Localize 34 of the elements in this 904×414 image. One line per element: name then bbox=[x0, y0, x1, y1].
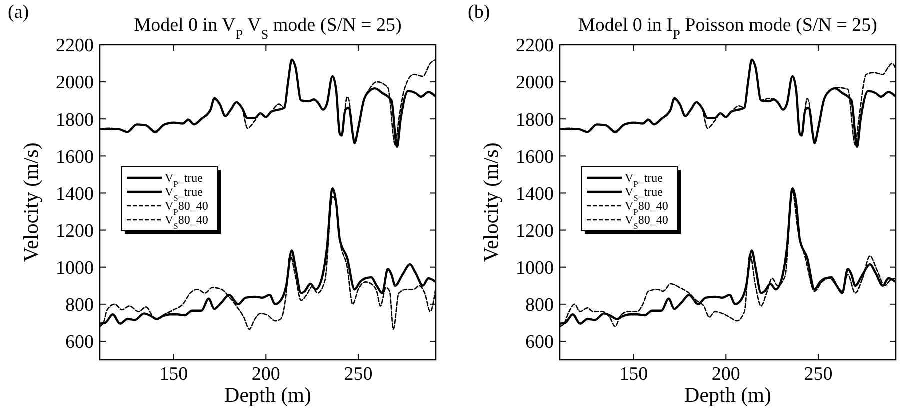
chart-title: Model 0 in I$_{P}$ Poisson mode (S/N = 25) bbox=[578, 15, 878, 42]
legend-label: V$_{S}$80_40 bbox=[625, 213, 668, 231]
x-axis-title: Depth (m) bbox=[224, 383, 312, 407]
y-tick-label: 2200 bbox=[516, 36, 554, 57]
y-tick-label: 1200 bbox=[516, 220, 554, 242]
y-tick-label: 800 bbox=[66, 295, 94, 316]
y-tick-label: 600 bbox=[526, 332, 554, 354]
y-tick-label: 600 bbox=[66, 332, 94, 354]
x-tick-label: 200 bbox=[712, 364, 740, 385]
x-tick-label: 200 bbox=[252, 364, 280, 385]
y-tick-label: 2000 bbox=[56, 72, 94, 94]
y-tick-label: 2000 bbox=[516, 72, 554, 94]
legend-label: V$_{S}$80_40 bbox=[165, 213, 208, 231]
y-tick-label: 1000 bbox=[56, 258, 94, 280]
y-tick-label: 1400 bbox=[516, 184, 554, 205]
y-tick-label: 1200 bbox=[56, 220, 94, 242]
y-tick-label: 1600 bbox=[56, 146, 94, 168]
y-tick-label: 1600 bbox=[516, 146, 554, 168]
y-tick-label: 2200 bbox=[56, 36, 94, 57]
x-tick-label: 150 bbox=[160, 364, 188, 385]
y-tick-label: 1800 bbox=[516, 110, 554, 131]
text: (b) bbox=[468, 2, 490, 23]
x-tick-label: 250 bbox=[344, 364, 373, 385]
y-tick-label: 800 bbox=[526, 295, 554, 316]
y-tick-label: 1800 bbox=[56, 110, 94, 131]
x-tick-label: 150 bbox=[620, 364, 648, 385]
text: (a) bbox=[8, 2, 30, 23]
chart-title: Model 0 in V$_{P}$ V$_{S}$ mode (S/N = 25) bbox=[134, 15, 402, 42]
x-axis-title: Depth (m) bbox=[684, 383, 772, 407]
x-tick-label: 250 bbox=[804, 364, 833, 385]
y-tick-label: 1400 bbox=[56, 184, 94, 205]
y-tick-label: 1000 bbox=[516, 258, 554, 280]
y-axis-title: Velocity (m/s) bbox=[479, 142, 503, 262]
y-axis-title: Velocity (m/s) bbox=[19, 142, 43, 262]
